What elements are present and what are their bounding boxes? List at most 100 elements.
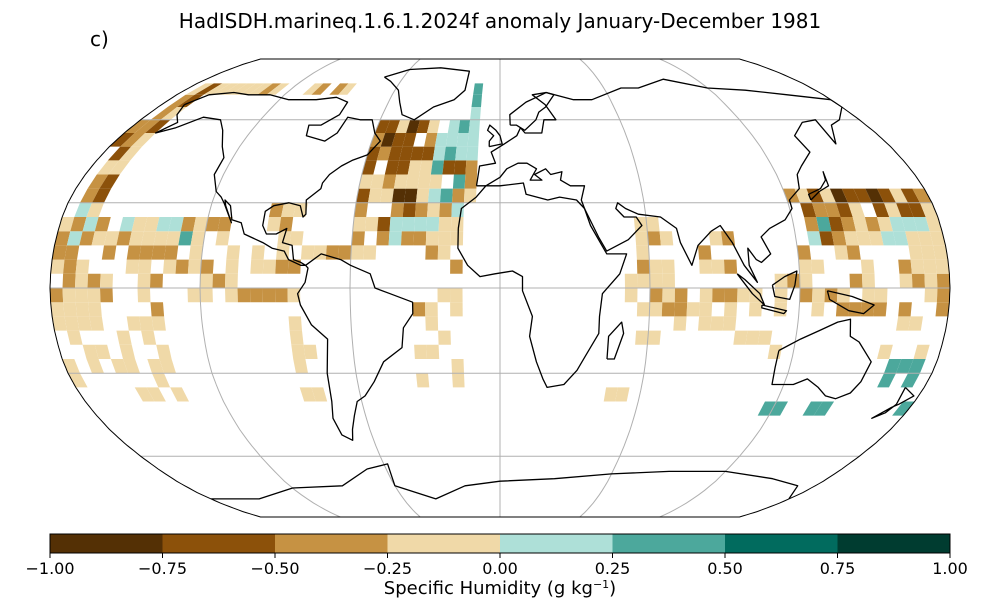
anomaly-cell xyxy=(131,217,148,232)
anomaly-cell xyxy=(145,119,171,133)
anomaly-cell xyxy=(124,119,151,133)
anomaly-cell xyxy=(101,245,117,260)
anomaly-cell xyxy=(874,288,888,303)
coastline xyxy=(771,318,872,400)
anomaly-cell xyxy=(635,231,649,246)
anomaly-cell xyxy=(203,83,231,95)
colorbar-segment xyxy=(837,534,951,553)
anomaly-cell xyxy=(193,217,209,232)
anomaly-cell xyxy=(439,202,452,217)
anomaly-cell xyxy=(144,217,160,232)
anomaly-cell xyxy=(382,174,397,189)
anomaly-cell xyxy=(94,344,111,359)
anomaly-cell xyxy=(50,259,65,274)
anomaly-cell xyxy=(156,217,172,232)
coastline xyxy=(457,182,628,389)
anomaly-cell xyxy=(450,259,463,274)
anomaly-cell xyxy=(458,119,471,133)
anomaly-cell xyxy=(912,188,932,203)
anomaly-cell xyxy=(712,288,725,303)
anomaly-cell xyxy=(299,387,316,402)
anomaly-cell xyxy=(414,217,427,232)
anomaly-cell xyxy=(636,245,650,260)
anomaly-cell xyxy=(75,259,90,274)
anomaly-cell xyxy=(442,160,456,175)
colorbar-segment xyxy=(275,534,388,553)
anomaly-cell xyxy=(414,344,427,359)
anomaly-cell xyxy=(187,259,202,274)
anomaly-cell xyxy=(141,330,157,345)
anomaly-cell xyxy=(425,316,439,331)
anomaly-cell xyxy=(923,259,937,274)
anomaly-cell xyxy=(302,83,324,95)
anomaly-cell xyxy=(662,288,675,303)
anomaly-cell xyxy=(799,273,813,288)
anomaly-cell xyxy=(865,188,884,203)
anomaly-cell xyxy=(806,231,822,246)
anomaly-cell xyxy=(798,259,813,274)
anomaly-cell xyxy=(293,359,308,374)
anomaly-cell xyxy=(426,344,440,359)
coastline xyxy=(154,91,381,266)
anomaly-cell xyxy=(829,188,848,203)
anomaly-cell xyxy=(365,146,381,161)
anomaly-cell xyxy=(70,217,87,232)
colorbar-tick-label: −0.25 xyxy=(363,559,412,578)
map-title: HadISDH.marineq.1.6.1.2024f anomaly Janu… xyxy=(178,9,822,33)
anomaly-cell xyxy=(194,83,223,95)
anomaly-cell xyxy=(110,359,128,374)
anomaly-cell xyxy=(698,316,712,331)
anomaly-cell xyxy=(649,273,663,288)
anomaly-cell xyxy=(429,174,443,189)
anomaly-cell xyxy=(724,302,738,317)
anomaly-cell xyxy=(107,146,132,161)
anomaly-cell xyxy=(787,273,800,288)
anomaly-cell xyxy=(94,217,111,232)
anomaly-cell xyxy=(401,217,415,232)
anomaly-cell xyxy=(187,288,201,303)
anomaly-cell xyxy=(79,231,95,246)
anomaly-cell xyxy=(212,83,240,95)
anomaly-cell xyxy=(116,330,132,345)
anomaly-cell xyxy=(852,217,869,232)
anomaly-cell xyxy=(88,302,102,317)
anomaly-cell xyxy=(421,146,435,161)
anomaly-cell xyxy=(329,83,349,95)
anomaly-cell xyxy=(913,217,930,232)
anomaly-cell xyxy=(251,245,265,260)
anomaly-cell xyxy=(908,202,926,217)
coastline xyxy=(486,124,503,148)
anomaly-cell xyxy=(248,83,273,95)
anomaly-cell xyxy=(237,288,251,303)
anomaly-cell xyxy=(647,330,661,345)
coastline xyxy=(475,78,843,283)
anomaly-cell xyxy=(311,387,328,402)
coastline xyxy=(384,67,471,121)
anomaly-cell xyxy=(862,273,875,288)
anomaly-cell xyxy=(416,188,430,203)
anomaly-cell xyxy=(468,119,480,133)
anomaly-cell xyxy=(395,119,411,133)
anomaly-cell xyxy=(819,231,835,246)
anomaly-cell xyxy=(300,245,315,260)
anomaly-cell xyxy=(673,316,687,331)
anomaly-cell xyxy=(432,146,446,161)
anomaly-cell xyxy=(126,245,142,260)
anomaly-cell xyxy=(896,316,911,331)
anomaly-cell xyxy=(929,231,946,246)
anomaly-cell xyxy=(636,302,650,317)
anomaly-cell xyxy=(444,146,457,161)
anomaly-cell xyxy=(96,160,120,175)
anomaly-cell xyxy=(834,245,849,260)
anomaly-cell xyxy=(451,359,464,374)
anomaly-cell xyxy=(862,288,875,303)
coastline xyxy=(211,463,799,500)
anomaly-cell xyxy=(452,373,465,388)
anomaly-cell xyxy=(800,202,817,217)
anomaly-cell xyxy=(50,288,64,303)
anomaly-cell xyxy=(427,202,440,217)
anomaly-cell xyxy=(275,259,289,274)
coastline xyxy=(771,270,798,301)
anomaly-cell xyxy=(900,188,920,203)
